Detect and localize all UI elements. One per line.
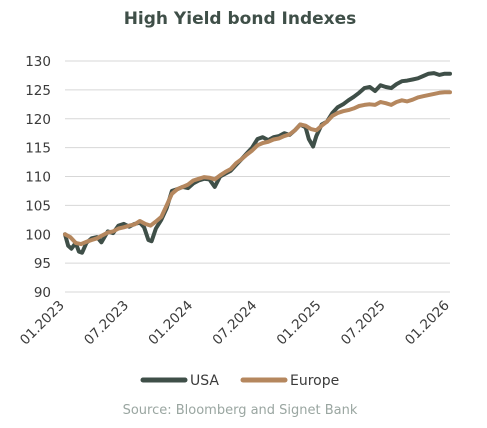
x-tick-label: 07.2024 (210, 298, 261, 349)
y-tick-label: 100 (25, 227, 51, 243)
x-axis-ticks: 01.2023 07.2023 01.2024 07.2024 01.2025 07.20… (17, 298, 453, 349)
x-tick-label: 07.2025 (338, 298, 389, 349)
x-tick-label: 01.2023 (17, 298, 68, 349)
gridlines (65, 60, 450, 293)
x-tick-label: 01.2025 (274, 298, 325, 349)
y-tick-label: 130 (25, 54, 51, 70)
series-line-usa (63, 71, 452, 255)
legend-label-europe: Europe (290, 373, 339, 389)
legend: USA Europe (140, 373, 339, 389)
x-tick-label: 07.2023 (81, 298, 132, 349)
y-tick-label: 90 (34, 285, 51, 301)
legend-label-usa: USA (190, 373, 219, 389)
chart-title: High Yield bond Indexes (124, 9, 357, 29)
y-axis-ticks: 90 95 100 105 110 115 120 125 130 (25, 54, 51, 301)
x-tick-label: 01.2024 (145, 298, 196, 349)
y-tick-label: 110 (25, 170, 51, 186)
source-note: Source: Bloomberg and Signet Bank (123, 403, 358, 418)
x-tick-label: 01.2026 (402, 298, 453, 349)
series-lines (63, 71, 452, 255)
y-tick-label: 120 (25, 112, 51, 128)
y-tick-label: 115 (25, 141, 51, 157)
y-tick-label: 95 (34, 256, 51, 272)
y-tick-label: 125 (25, 83, 51, 99)
y-tick-label: 105 (25, 198, 51, 214)
series-line-europe (63, 90, 452, 247)
